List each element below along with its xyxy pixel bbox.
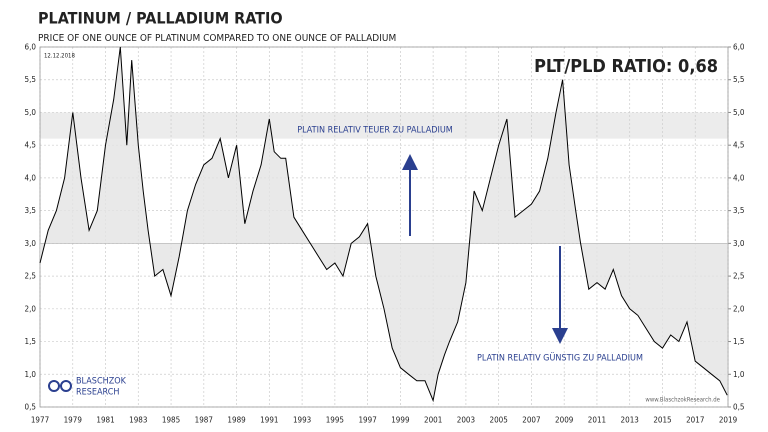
y-tick-label: 2,5 bbox=[25, 272, 36, 281]
x-tick-label: 2001 bbox=[424, 416, 442, 425]
x-tick-label: 1999 bbox=[391, 416, 410, 425]
x-tick-label: 2017 bbox=[686, 416, 704, 425]
x-tick-label: 1987 bbox=[195, 416, 213, 425]
y2-tick-label: 1,5 bbox=[733, 337, 744, 346]
y-tick-label: 4,5 bbox=[25, 141, 36, 150]
x-tick-label: 2009 bbox=[555, 416, 574, 425]
y-tick-label: 3,0 bbox=[25, 239, 37, 248]
y2-tick-label: 5,5 bbox=[733, 75, 744, 84]
y-tick-label: 1,0 bbox=[25, 370, 37, 379]
y-tick-label: 4,0 bbox=[25, 173, 37, 182]
y2-tick-label: 2,5 bbox=[733, 272, 744, 281]
y2-tick-label: 3,0 bbox=[733, 239, 745, 248]
x-tick-label: 1981 bbox=[96, 416, 114, 425]
x-tick-label: 2003 bbox=[457, 416, 475, 425]
logo-text: RESEARCH bbox=[76, 388, 119, 398]
y2-tick-label: 1,0 bbox=[733, 370, 745, 379]
area-fill bbox=[40, 47, 728, 401]
x-tick-label: 1997 bbox=[358, 416, 376, 425]
y-tick-label: 0,5 bbox=[25, 403, 36, 412]
x-tick-label: 2007 bbox=[522, 416, 540, 425]
y-tick-label: 1,5 bbox=[25, 337, 36, 346]
x-tick-label: 2019 bbox=[719, 416, 738, 425]
x-tick-label: 1993 bbox=[293, 416, 311, 425]
x-tick-label: 1991 bbox=[260, 416, 278, 425]
x-tick-label: 1989 bbox=[227, 416, 246, 425]
ratio-label: PLT/PLD RATIO: 0,68 bbox=[534, 56, 718, 77]
y-tick-label: 3,5 bbox=[25, 206, 36, 215]
annotation: PLATIN RELATIV TEUER ZU PALLADIUM bbox=[297, 126, 453, 136]
y-tick-label: 6,0 bbox=[25, 43, 37, 52]
x-tick-label: 2005 bbox=[490, 416, 508, 425]
y-tick-label: 2,0 bbox=[25, 304, 37, 313]
y2-tick-label: 0,5 bbox=[733, 403, 744, 412]
logo: BLASCHZOK RESEARCH bbox=[48, 377, 127, 398]
watermark: www.BlaschzokResearch.de bbox=[645, 397, 720, 404]
y2-tick-label: 6,0 bbox=[733, 43, 745, 52]
x-tick-label: 1977 bbox=[31, 416, 49, 425]
y-tick-label: 5,0 bbox=[25, 108, 37, 117]
y2-tick-label: 4,0 bbox=[733, 173, 745, 182]
x-tick-label: 2011 bbox=[588, 416, 606, 425]
logo-text: BLASCHZOK bbox=[76, 377, 127, 387]
plot-frame bbox=[39, 46, 729, 408]
x-tick-label: 1985 bbox=[162, 416, 180, 425]
y2-tick-label: 3,5 bbox=[733, 206, 744, 215]
x-tick-label: 1983 bbox=[129, 416, 147, 425]
y2-tick-label: 5,0 bbox=[733, 108, 745, 117]
date-label: 12.12.2018 bbox=[44, 53, 75, 60]
annotation: PLATIN RELATIV GÜNSTIG ZU PALLADIUM bbox=[477, 353, 643, 364]
chart-subtitle: PRICE OF ONE OUNCE OF PLATINUM COMPARED … bbox=[38, 33, 396, 44]
line bbox=[39, 46, 728, 403]
x-tick-label: 2015 bbox=[653, 416, 671, 425]
chart-title: PLATINUM / PALLADIUM RATIO bbox=[38, 9, 283, 28]
x-tick-label: 1995 bbox=[326, 416, 344, 425]
x-tick-label: 2013 bbox=[621, 416, 639, 425]
y-tick-label: 5,5 bbox=[25, 75, 36, 84]
band bbox=[40, 112, 728, 139]
y2-tick-label: 4,5 bbox=[733, 141, 744, 150]
y2-tick-label: 2,0 bbox=[733, 304, 745, 313]
x-tick-label: 1979 bbox=[64, 416, 83, 425]
